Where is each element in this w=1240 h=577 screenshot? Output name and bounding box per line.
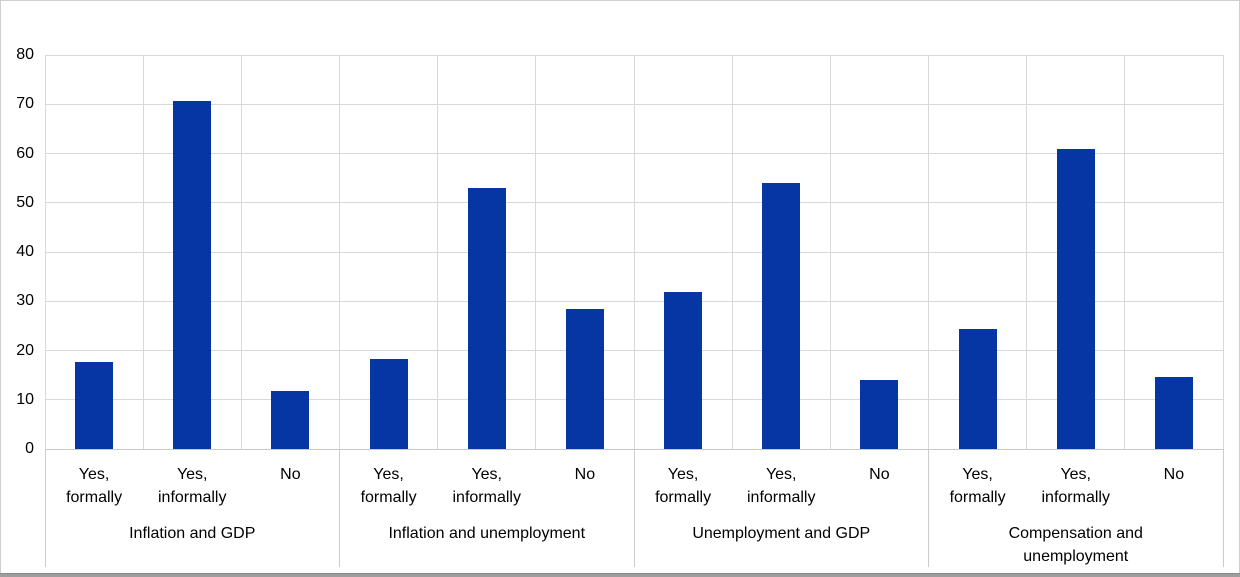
category-gridline [829,55,831,449]
group-separator-line [1222,449,1224,567]
bar [664,291,703,449]
y-axis-tick-label: 60 [16,144,34,162]
category-label: Yes, informally [1027,463,1125,509]
label-line: formally [66,489,123,506]
bar [958,328,997,449]
category-label: Yes, formally [340,463,438,509]
category-gridline [1026,55,1028,449]
label-line: Unemployment and GDP [692,525,871,542]
label-line: No [280,466,301,483]
category-label: Yes, informally [438,463,536,509]
bar [369,358,408,449]
category-gridline [44,55,46,449]
bar [1154,377,1193,449]
y-axis-tick-label: 0 [25,440,34,457]
label-line: Compensation and [1008,525,1143,542]
category-label: Yes, formally [929,463,1027,509]
label-line: Inflation and unemployment [388,525,586,542]
label-line: No [1163,466,1185,483]
label-line: formally [949,489,1006,506]
group-separator-line [928,449,929,567]
label-line: No [869,466,890,483]
y-axis-tick-label: 10 [16,390,34,408]
category-gridline [339,55,340,449]
y-axis-tick-label: 80 [16,46,34,63]
y-axis-tick-label: 20 [16,341,34,359]
label-line: formally [655,489,712,506]
category-label: Yes, formally [45,463,143,509]
label-line: Yes, [765,466,797,483]
bar [75,362,114,449]
bar [860,380,899,449]
label-line: Yes, [1060,466,1091,483]
category-gridline [437,55,439,449]
window-edge-strip [0,573,1240,577]
label-line: No [574,466,596,483]
group-label: Compensation and unemployment [929,522,1224,568]
category-gridline [1222,55,1224,449]
bar [1056,148,1095,449]
category-gridline [731,55,733,449]
group-separator-line [633,449,635,567]
label-line: Yes, [667,466,699,483]
category-gridline [240,55,242,449]
y-axis-tick-label: 40 [16,243,34,260]
bar [271,390,310,449]
category-gridline [142,55,144,449]
category-gridline [928,55,929,449]
label-line: unemployment [1023,548,1129,565]
y-axis-tick-label: 50 [16,193,34,211]
label-line: Yes, [471,466,502,483]
category-label: No [536,463,634,486]
label-line: Yes, [373,466,404,483]
y-axis-tick-label: 70 [16,95,34,113]
bar [565,308,604,449]
label-line: Yes, [176,466,208,483]
group-separator-line [44,449,46,567]
label-line: Inflation and GDP [129,525,256,542]
bar [762,182,801,449]
category-label: Yes, informally [732,463,830,509]
category-label: No [1125,463,1223,486]
label-line: informally [452,489,521,506]
label-line: informally [158,489,227,506]
category-label: No [830,463,928,486]
group-label: Inflation and unemployment [340,522,635,545]
label-line: informally [1041,489,1110,506]
category-gridline [1124,55,1126,449]
group-label: Inflation and GDP [45,522,340,545]
y-axis-tick-label: 30 [16,292,34,310]
category-gridline [535,55,537,449]
label-line: informally [747,489,816,506]
bar [173,101,212,449]
category-label: Yes, formally [634,463,732,509]
category-label: Yes, informally [143,463,241,509]
label-line: Yes, [962,466,993,483]
label-line: Yes, [78,466,110,483]
bar [467,188,506,449]
group-label: Unemployment and GDP [634,522,929,545]
group-separator-line [339,449,340,567]
label-line: formally [360,489,417,506]
category-gridline [633,55,635,449]
category-label: No [241,463,339,486]
